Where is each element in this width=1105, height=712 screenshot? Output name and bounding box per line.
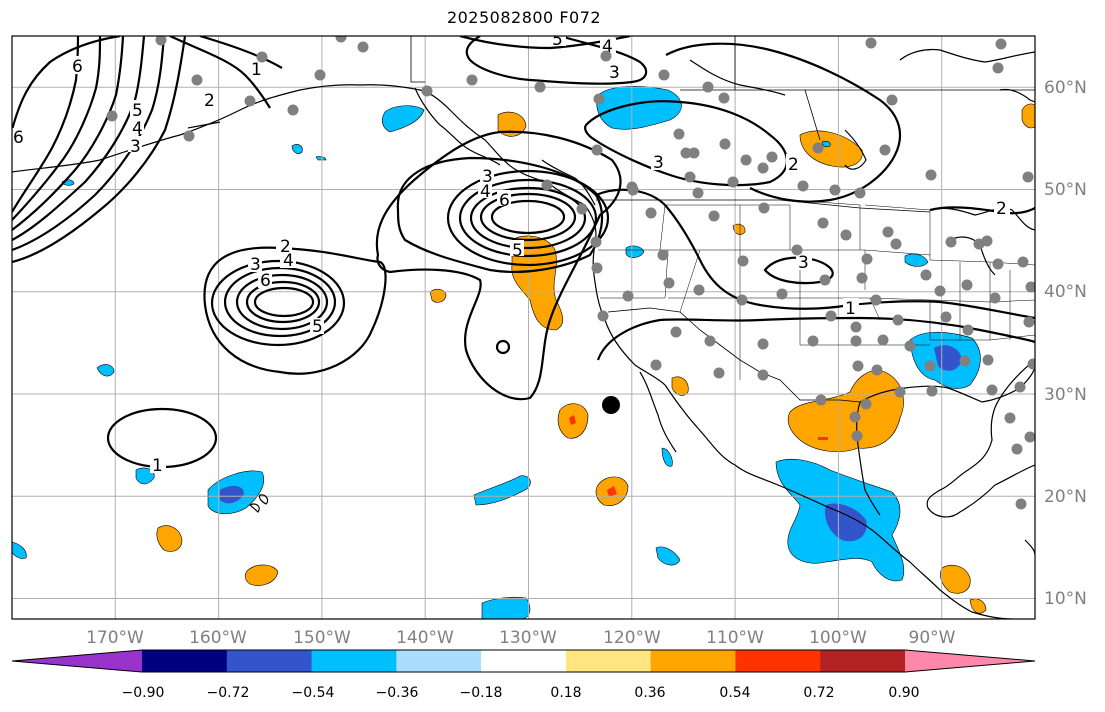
colorbar-extend-low (12, 650, 142, 672)
colorbar-extend-high (905, 650, 1035, 672)
lat-label-40n: 40°N (1044, 282, 1087, 302)
contour-label-1a: 1 (251, 60, 262, 80)
contour-label-2d: 2 (788, 155, 799, 175)
longitude-labels: 170°W 160°W 150°W 140°W 130°W 120°W 110°… (86, 628, 956, 648)
colorbar-label-7: 0.54 (719, 685, 750, 701)
contour-label-6: 6 (260, 271, 271, 291)
contour-label-4a: 4 (132, 119, 143, 139)
lon-label-110w: 110°W (706, 628, 764, 648)
map-frame (11, 35, 1036, 620)
lon-label-140w: 140°W (396, 628, 454, 648)
contour-label-5c: 5 (552, 30, 563, 50)
contour-label-3a: 3 (130, 137, 141, 157)
shaded-negative-areas (12, 86, 981, 619)
colorbar-segment (735, 650, 821, 672)
lon-label-120w: 120°W (603, 628, 661, 648)
contour-label-6b: 6 (499, 191, 510, 211)
colorbar-label-4: −0.18 (460, 685, 503, 701)
colorbar-segment (481, 650, 567, 672)
contour-label-4: 4 (283, 251, 294, 271)
contour-label-5b: 5 (512, 241, 523, 261)
lon-label-170w: 170°W (86, 628, 144, 648)
contour-label-5: 5 (312, 317, 323, 337)
colorbar-segment (565, 650, 652, 672)
contour-label-1e: 1 (845, 299, 856, 319)
contour-label-3: 3 (250, 255, 261, 275)
colorbar-label-5: 0.18 (550, 685, 581, 701)
colorbar-label-6: 0.36 (634, 685, 665, 701)
lon-label-160w: 160°W (189, 628, 247, 648)
contour-label-2e: 2 (996, 199, 1007, 219)
lon-label-90w: 90°W (909, 628, 956, 648)
contour-label-4c: 4 (602, 37, 613, 57)
colorbar-segment (396, 650, 482, 672)
colorbar-labels: −0.90 −0.72 −0.54 −0.36 −0.18 0.18 0.36 … (122, 685, 920, 701)
colorbar-label-1: −0.72 (207, 685, 250, 701)
colorbar-label-9: 0.90 (888, 685, 919, 701)
colorbar-label-8: 0.72 (803, 685, 834, 701)
contour-label-3c: 3 (609, 63, 620, 83)
shaded-positive-areas (156, 103, 1035, 614)
colorbar-segment (226, 650, 313, 672)
colorbar-label-2: −0.54 (292, 685, 335, 701)
contour-label-3e: 3 (798, 253, 809, 273)
contour-label-2a: 2 (204, 91, 215, 111)
map-title: 2025082800 F072 (446, 8, 602, 27)
contour-label-2: 2 (280, 237, 291, 257)
station-markers (106, 36, 1035, 510)
colorbar (11, 649, 1036, 673)
contour-label-1f: 1 (152, 456, 163, 476)
colorbar-label-0: −0.90 (122, 685, 165, 701)
contour-label-6d: 6 (13, 128, 24, 148)
contour-label-4b: 4 (480, 182, 491, 202)
latitude-labels: 10°N 20°N 30°N 40°N 50°N 60°N (1044, 78, 1087, 609)
colorbar-label-3: −0.36 (376, 685, 419, 701)
colorbar-segment (650, 650, 736, 672)
colorbar-segment (820, 650, 906, 672)
lat-label-30n: 30°N (1044, 385, 1087, 405)
lon-label-100w: 100°W (809, 628, 867, 648)
contour-label-3d: 3 (653, 153, 664, 173)
colorbar-segment (311, 650, 397, 672)
lat-label-20n: 20°N (1044, 487, 1087, 507)
lon-label-130w: 130°W (499, 628, 557, 648)
graticule (12, 36, 1035, 619)
contour-labels: 2 4 3 6 5 3 4 6 5 6 1 2 5 4 (12, 30, 1010, 476)
contour-label-5a: 5 (132, 101, 143, 121)
lat-label-10n: 10°N (1044, 589, 1087, 609)
contour-label-3b: 3 (482, 167, 493, 187)
lon-label-150w: 150°W (293, 628, 351, 648)
contour-label-6c: 6 (72, 57, 83, 77)
center-marker (602, 396, 620, 414)
lat-label-60n: 60°N (1044, 78, 1087, 98)
contour-lines (12, 36, 1035, 469)
lat-label-50n: 50°N (1044, 180, 1087, 200)
colorbar-segment (142, 650, 228, 672)
colorbar-outline (11, 649, 1036, 673)
